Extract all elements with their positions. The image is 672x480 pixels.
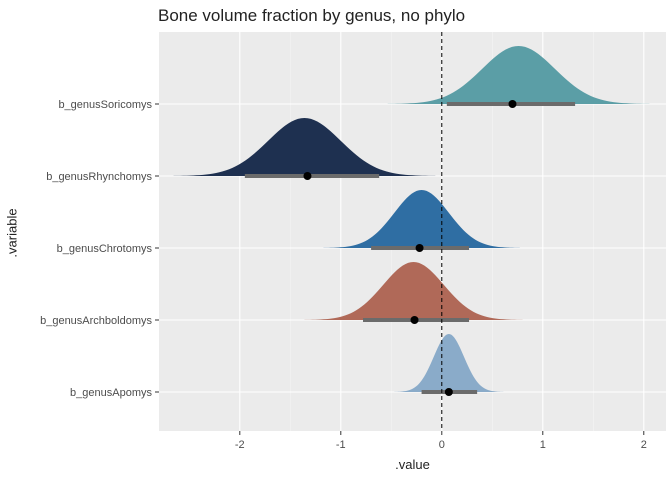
density-ridge bbox=[304, 262, 523, 320]
density-ridge bbox=[394, 334, 504, 392]
y-tick-label: b_genusSoricomys bbox=[58, 99, 152, 111]
point-estimate bbox=[508, 100, 517, 108]
point-estimate bbox=[444, 388, 453, 396]
density-ridge bbox=[387, 46, 650, 104]
x-tick-label: 2 bbox=[641, 439, 647, 451]
y-tick-label: b_genusRhynchomys bbox=[46, 171, 152, 183]
y-tick-label: b_genusChrotomys bbox=[57, 243, 153, 255]
chart-title: Bone volume fraction by genus, no phylo bbox=[158, 6, 466, 25]
density-ridge bbox=[173, 118, 436, 176]
point-estimate bbox=[410, 316, 419, 324]
point-estimate bbox=[303, 172, 312, 180]
point-estimate bbox=[415, 244, 424, 252]
x-tick-label: 0 bbox=[439, 439, 445, 451]
x-axis-label: .value bbox=[395, 457, 430, 472]
y-tick-label: b_genusApomys bbox=[70, 387, 152, 399]
x-tick-label: 1 bbox=[540, 439, 546, 451]
density-ridge bbox=[323, 190, 520, 248]
x-tick-label: -1 bbox=[336, 439, 346, 451]
y-tick-label: b_genusArchboldomys bbox=[40, 315, 152, 327]
x-tick-label: -2 bbox=[235, 439, 245, 451]
y-axis-label: .variable bbox=[4, 208, 20, 258]
